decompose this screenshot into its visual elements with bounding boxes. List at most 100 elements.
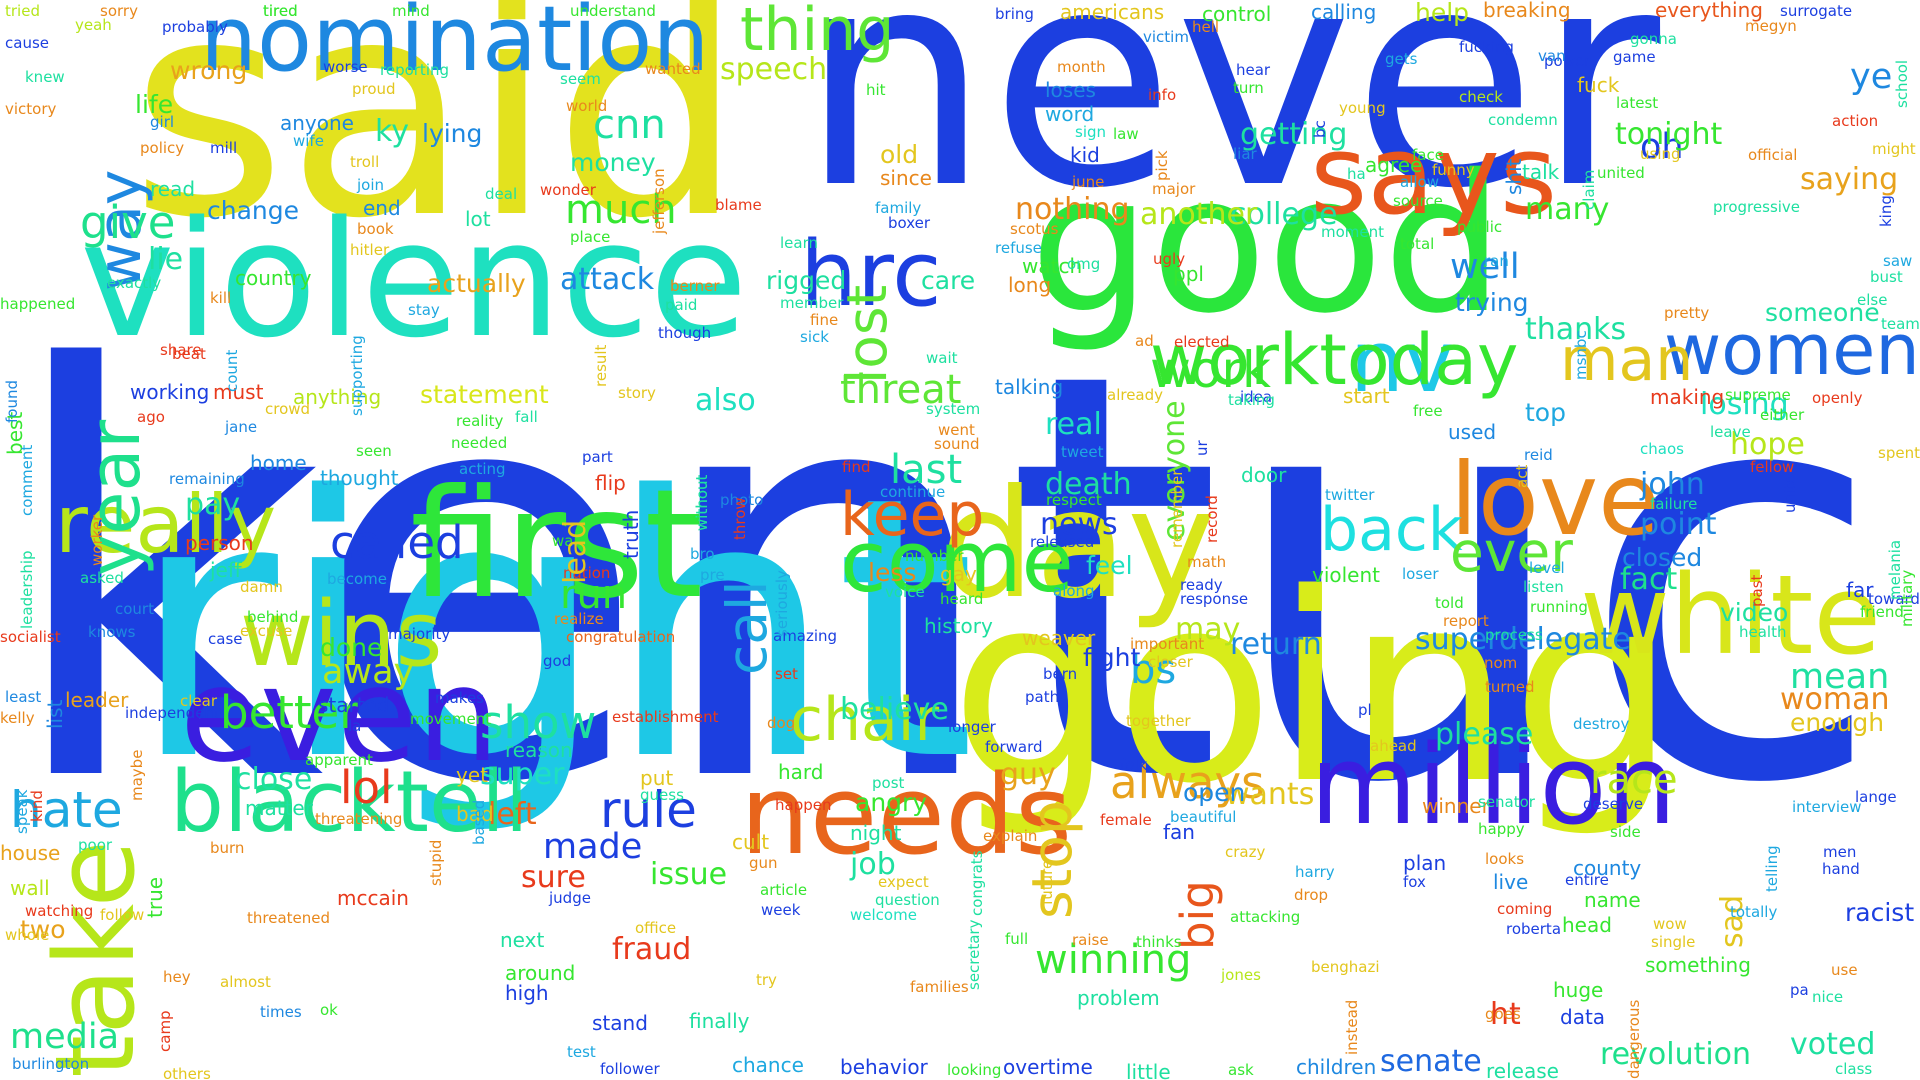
cloud-word: history (924, 614, 993, 638)
cloud-word: hit (866, 81, 886, 99)
cloud-word: blacktell (170, 753, 529, 852)
cloud-word: show (480, 696, 597, 749)
cloud-word: closer (1148, 653, 1193, 671)
cloud-word: mean (1790, 657, 1890, 697)
cloud-word: control (1202, 2, 1272, 26)
cloud-word: flip (595, 471, 626, 495)
cloud-word: needed (451, 434, 508, 452)
cloud-word: race (1590, 757, 1678, 803)
cloud-word: tonight (1615, 117, 1723, 152)
cloud-word: interview (1792, 798, 1862, 816)
cloud-word: happy (1478, 820, 1525, 838)
cloud-word: issue (650, 857, 728, 892)
cloud-word: fall (515, 408, 538, 426)
cloud-word: anything (293, 385, 382, 409)
cloud-word: point (1640, 507, 1717, 542)
cloud-word: chance (732, 1053, 804, 1077)
cloud-word: poor (78, 836, 113, 854)
cloud-word: families (910, 978, 969, 996)
cloud-word: super (480, 757, 565, 792)
cloud-word: said (130, 0, 744, 284)
cloud-word: thanks (1525, 312, 1627, 347)
cloud-word: give (80, 196, 176, 249)
cloud-word: please (1435, 717, 1534, 752)
cloud-word: john (1640, 467, 1705, 502)
cloud-word: record (1203, 495, 1221, 543)
cloud-word: wow (1653, 915, 1687, 933)
cloud-word: follow (100, 906, 145, 924)
cloud-word: unite (1781, 474, 1799, 513)
cloud-word: probably (162, 18, 228, 36)
cloud-word: enough (1790, 708, 1885, 737)
cloud-word: omg (1067, 255, 1101, 273)
cloud-word: stupid (427, 839, 445, 886)
cloud-word: money (570, 148, 656, 177)
cloud-word: little (1126, 1060, 1171, 1080)
cloud-word: kill (210, 289, 232, 307)
cloud-word: revolution (1600, 1037, 1752, 1072)
cloud-word: violent (1312, 563, 1381, 587)
cloud-word: world (566, 97, 608, 115)
cloud-word: dog (767, 714, 796, 732)
cloud-word: megyn (1745, 17, 1797, 35)
cloud-word: either (1760, 406, 1805, 424)
cloud-word: important (1130, 635, 1205, 653)
cloud-word: finally (689, 1009, 750, 1033)
cloud-word: shit (1502, 158, 1526, 196)
cloud-word: others (163, 1065, 211, 1080)
cloud-word: started (318, 693, 390, 717)
cloud-word: harry (1295, 863, 1335, 881)
cloud-word: found (3, 380, 21, 423)
cloud-word: nomination (200, 0, 710, 92)
cloud-word: working (130, 380, 210, 404)
cloud-word: senator (1478, 793, 1535, 811)
cloud-word: done (320, 633, 383, 662)
cloud-word: join (357, 176, 385, 194)
cloud-word: used (1448, 420, 1497, 444)
cloud-word: far (1846, 578, 1874, 602)
cloud-word: run (560, 572, 628, 618)
cloud-word: gay (940, 562, 977, 586)
cloud-word: ago (137, 408, 165, 426)
cloud-word: million (1310, 721, 1677, 849)
cloud-word: kelly (0, 709, 35, 727)
cloud-word: bust (1870, 268, 1903, 286)
cloud-word: right (130, 420, 976, 839)
cloud-word: man (1560, 325, 1694, 395)
cloud-word: nom (1484, 654, 1518, 672)
cloud-word: condemn (1488, 111, 1558, 129)
cloud-word: telling (1763, 845, 1781, 892)
cloud-word: may (1175, 612, 1241, 647)
cloud-word: crazy (1225, 843, 1266, 861)
cloud-word: head (1562, 913, 1612, 937)
cloud-word: roberta (1506, 920, 1562, 938)
cloud-word: day (940, 458, 1216, 632)
cloud-word: month (1057, 58, 1106, 76)
cloud-word: leadership (18, 550, 36, 629)
cloud-word: twitter (1325, 486, 1375, 504)
cloud-word: ugly (1153, 250, 1186, 268)
cloud-word: asked (80, 569, 124, 587)
cloud-word: victim (1143, 28, 1189, 46)
cloud-word: cnn (593, 102, 666, 148)
cloud-word: idea (1240, 388, 1273, 406)
cloud-word: act (1513, 464, 1531, 488)
cloud-word: kid (1070, 143, 1100, 167)
cloud-word: follower (600, 1060, 660, 1078)
cloud-word: test (567, 1043, 596, 1061)
cloud-word: burlington (12, 1055, 90, 1073)
cloud-word: troll (350, 153, 380, 171)
cloud-word: along (1053, 582, 1095, 600)
cloud-word: county (1573, 856, 1642, 880)
cloud-word: overtime (1003, 1055, 1093, 1079)
cloud-word: week (761, 901, 801, 919)
cloud-word: chaos (1640, 440, 1684, 458)
cloud-word: worse (323, 58, 368, 76)
cloud-word: member (780, 294, 844, 312)
cloud-word: congrats (968, 850, 986, 916)
cloud-word: tired (263, 2, 298, 20)
cloud-word: always (1110, 756, 1265, 809)
cloud-word: math (1187, 553, 1227, 571)
cloud-word: realize (554, 610, 604, 628)
cloud-word: threatening (315, 810, 403, 828)
